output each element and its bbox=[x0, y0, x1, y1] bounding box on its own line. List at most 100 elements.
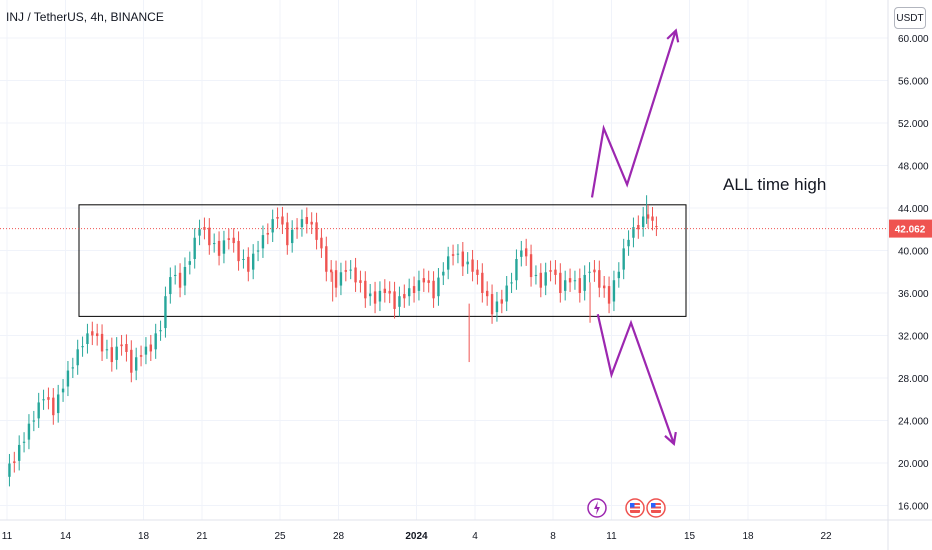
candle-body bbox=[159, 330, 162, 332]
candle-body bbox=[505, 285, 508, 302]
x-tick-label: 11 bbox=[2, 531, 13, 542]
last-price-label: 42.062 bbox=[895, 225, 926, 236]
y-tick-label: 16.000 bbox=[898, 502, 929, 513]
candle-body bbox=[573, 280, 577, 282]
y-tick-label: 44.000 bbox=[898, 204, 929, 215]
candle-body bbox=[437, 277, 440, 297]
candle-body bbox=[188, 261, 192, 265]
candle-body bbox=[76, 349, 79, 366]
candle-body bbox=[412, 286, 416, 293]
projection-down-arrow bbox=[596, 314, 675, 445]
candle-body bbox=[164, 296, 167, 329]
candle-body bbox=[261, 235, 265, 249]
last-price-badge bbox=[889, 219, 932, 238]
candle-body bbox=[32, 420, 36, 422]
projection-up-arrow-head bbox=[666, 28, 680, 43]
candle-body bbox=[256, 250, 260, 252]
candle-body bbox=[632, 227, 635, 238]
candle-body bbox=[563, 280, 567, 291]
candle-body bbox=[52, 397, 55, 416]
candle-body bbox=[232, 237, 235, 244]
candle-body bbox=[339, 272, 343, 286]
candle-body bbox=[300, 219, 304, 228]
candle-body bbox=[422, 278, 426, 283]
candle-body bbox=[442, 271, 445, 276]
candle-body bbox=[42, 399, 45, 401]
chart-title: INJ / TetherUS, 4h, BINANCE bbox=[6, 10, 164, 24]
candle-body bbox=[403, 294, 406, 299]
candle-body bbox=[539, 272, 543, 288]
candle-body bbox=[56, 394, 60, 414]
candle-body bbox=[627, 239, 630, 247]
candle-body bbox=[554, 269, 557, 275]
candle-body bbox=[276, 217, 279, 219]
candle-body bbox=[81, 346, 84, 348]
candle-body bbox=[329, 269, 333, 273]
candle-body bbox=[655, 226, 658, 228]
candle-body bbox=[578, 278, 582, 293]
candle-body bbox=[125, 344, 128, 352]
candle-body bbox=[466, 261, 469, 265]
candle-body bbox=[359, 280, 362, 283]
x-tick-label: 14 bbox=[60, 531, 72, 542]
candle-body bbox=[130, 349, 133, 373]
candle-body bbox=[310, 221, 313, 225]
grid bbox=[0, 0, 888, 520]
candle-body bbox=[242, 259, 245, 260]
candle-body bbox=[481, 272, 484, 293]
candle-body bbox=[388, 290, 391, 294]
candle-body bbox=[529, 254, 533, 278]
candle-body bbox=[427, 280, 430, 283]
candle-body bbox=[120, 344, 123, 347]
us-flag-icon bbox=[646, 498, 666, 518]
candle-body bbox=[315, 222, 318, 240]
candle-body bbox=[612, 280, 616, 302]
candle-body bbox=[100, 333, 104, 352]
x-tick-label: 11 bbox=[606, 531, 617, 542]
candle-body bbox=[281, 216, 284, 225]
candle-body bbox=[178, 272, 182, 288]
lightning-icon bbox=[587, 498, 607, 518]
candle-body bbox=[559, 272, 562, 293]
range-box bbox=[78, 204, 687, 317]
y-tick-label: 52.000 bbox=[898, 119, 929, 130]
candle-body bbox=[212, 243, 216, 245]
candle-body bbox=[373, 291, 377, 304]
candle-body bbox=[368, 293, 372, 297]
candle-body bbox=[515, 259, 518, 281]
candle-body bbox=[66, 370, 70, 387]
all-time-high-annotation: ALL time high bbox=[723, 175, 827, 194]
candle-body bbox=[524, 248, 528, 257]
candle-body bbox=[105, 349, 109, 351]
candle-body bbox=[320, 237, 323, 249]
candle-body bbox=[139, 355, 143, 357]
candle-body bbox=[334, 270, 338, 288]
y-tick-label: 20.000 bbox=[898, 459, 929, 470]
x-tick-label: 28 bbox=[333, 531, 345, 542]
currency-badge[interactable]: USDT bbox=[894, 7, 926, 29]
x-tick-label: 18 bbox=[138, 531, 150, 542]
y-tick-label: 60.000 bbox=[898, 34, 929, 45]
candle-body bbox=[227, 238, 231, 240]
candle-body bbox=[393, 291, 396, 309]
candle-body bbox=[286, 222, 289, 246]
candle-body bbox=[602, 285, 606, 289]
candle-body bbox=[646, 214, 650, 219]
y-tick-label: 40.000 bbox=[898, 247, 929, 258]
candle-body bbox=[446, 256, 450, 270]
candle-body bbox=[451, 254, 455, 256]
y-tick-label: 24.000 bbox=[898, 417, 929, 428]
candle-body bbox=[134, 357, 138, 371]
candle-body bbox=[383, 288, 387, 293]
candle-body bbox=[354, 267, 357, 283]
x-tick-label: 8 bbox=[550, 531, 556, 542]
candle-body bbox=[47, 397, 50, 400]
candle-body bbox=[266, 232, 270, 235]
projection-up-arrow bbox=[590, 30, 677, 198]
candle-body bbox=[110, 347, 114, 363]
x-tick-label: 4 bbox=[472, 531, 478, 542]
candle-body bbox=[490, 294, 494, 315]
candle-body bbox=[637, 225, 640, 230]
candle-body bbox=[173, 274, 177, 276]
